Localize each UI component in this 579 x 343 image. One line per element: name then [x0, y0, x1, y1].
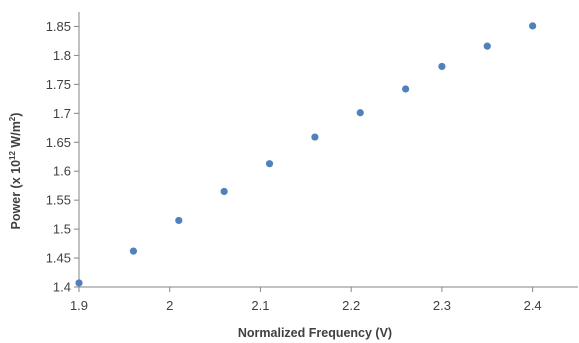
- x-axis-title: Normalized Frequency (V): [238, 326, 392, 340]
- y-tick-label: 1.85: [46, 19, 71, 34]
- y-tick-label: 1.6: [53, 164, 71, 179]
- y-axis-title-unit-exponent: 2: [8, 116, 17, 121]
- data-point: [129, 247, 138, 255]
- y-tick-labels: 1.4 1.45 1.5 1.55 1.6 1.65 1.7 1.75 1.8 1.85: [46, 19, 79, 295]
- y-axis-title-unit: W/m: [9, 121, 23, 151]
- data-points: [75, 22, 537, 287]
- data-point: [220, 187, 228, 196]
- data-point: [311, 133, 319, 141]
- y-axis-title-exponent: 12: [8, 151, 17, 160]
- data-point: [402, 85, 410, 93]
- x-tick-label: 2.1: [251, 298, 269, 313]
- y-axis-title: Power (x 1012 W/m2): [8, 113, 23, 230]
- x-tick-label: 2.2: [342, 298, 360, 313]
- data-point: [438, 62, 446, 71]
- y-tick-label: 1.4: [53, 280, 71, 295]
- y-tick-label: 1.8: [53, 48, 71, 63]
- y-tick-label: 1.65: [46, 135, 71, 150]
- x-tick-label: 1.9: [70, 298, 88, 313]
- x-tick-label: 2.4: [524, 298, 542, 313]
- data-point: [75, 279, 83, 287]
- y-tick-label: 1.75: [46, 77, 71, 92]
- data-point: [529, 22, 537, 30]
- y-axis-title-prefix: Power (x 10: [9, 160, 23, 230]
- x-tick-labels: 1.9 2 2.1 2.2 2.3 2.4: [70, 287, 542, 313]
- data-point: [483, 42, 491, 50]
- x-tick-label: 2: [166, 298, 173, 313]
- y-tick-label: 1.7: [53, 106, 71, 121]
- x-tick-label: 2.3: [433, 298, 451, 313]
- y-tick-label: 1.55: [46, 193, 71, 208]
- data-point: [265, 160, 274, 168]
- y-tick-label: 1.5: [53, 222, 71, 237]
- data-point: [175, 216, 183, 225]
- y-tick-label: 1.45: [46, 251, 71, 266]
- y-axis-title-suffix: ): [9, 113, 23, 117]
- data-point: [356, 109, 364, 117]
